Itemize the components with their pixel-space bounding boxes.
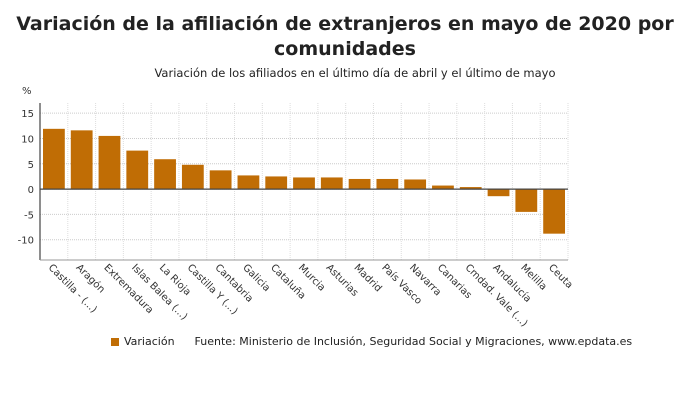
bar xyxy=(487,189,510,197)
legend: Variación Fuente: Ministerio de Inclusió… xyxy=(111,335,632,348)
bar xyxy=(43,128,65,190)
bar xyxy=(70,130,93,190)
y-axis-label: % xyxy=(22,86,32,97)
y-tick-label: 10 xyxy=(21,134,34,145)
bar xyxy=(209,170,232,190)
y-tick-label: -5 xyxy=(24,210,34,221)
bar xyxy=(348,178,371,190)
bar xyxy=(432,185,454,190)
bar xyxy=(265,176,288,190)
x-tick-label: Ceuta xyxy=(546,262,575,291)
bar xyxy=(515,189,538,212)
bar xyxy=(543,189,565,234)
chart-title: Variación de la afiliación de extranjero… xyxy=(16,13,674,60)
legend-label: Variación xyxy=(124,335,175,348)
x-tick-label: Castilla - (...) xyxy=(46,262,99,315)
bar xyxy=(237,175,260,190)
bar xyxy=(459,187,482,190)
x-tick-label: Extremadura xyxy=(101,262,155,316)
bar xyxy=(404,179,427,190)
y-tick-label: -10 xyxy=(18,236,34,247)
bar xyxy=(293,177,315,190)
y-tick-label: 5 xyxy=(28,160,34,171)
chart-subtitle: Variación de los afiliados en el último … xyxy=(154,66,556,80)
y-tick-label: 15 xyxy=(21,109,34,120)
bar xyxy=(181,164,204,190)
bar xyxy=(126,150,149,190)
bar xyxy=(98,135,121,190)
y-tick-label: 0 xyxy=(28,185,34,196)
bar xyxy=(320,177,343,190)
legend-swatch xyxy=(111,337,119,346)
bar xyxy=(376,178,399,190)
source-note: Fuente: Ministerio de Inclusión, Segurid… xyxy=(194,335,633,348)
bar xyxy=(154,159,176,190)
